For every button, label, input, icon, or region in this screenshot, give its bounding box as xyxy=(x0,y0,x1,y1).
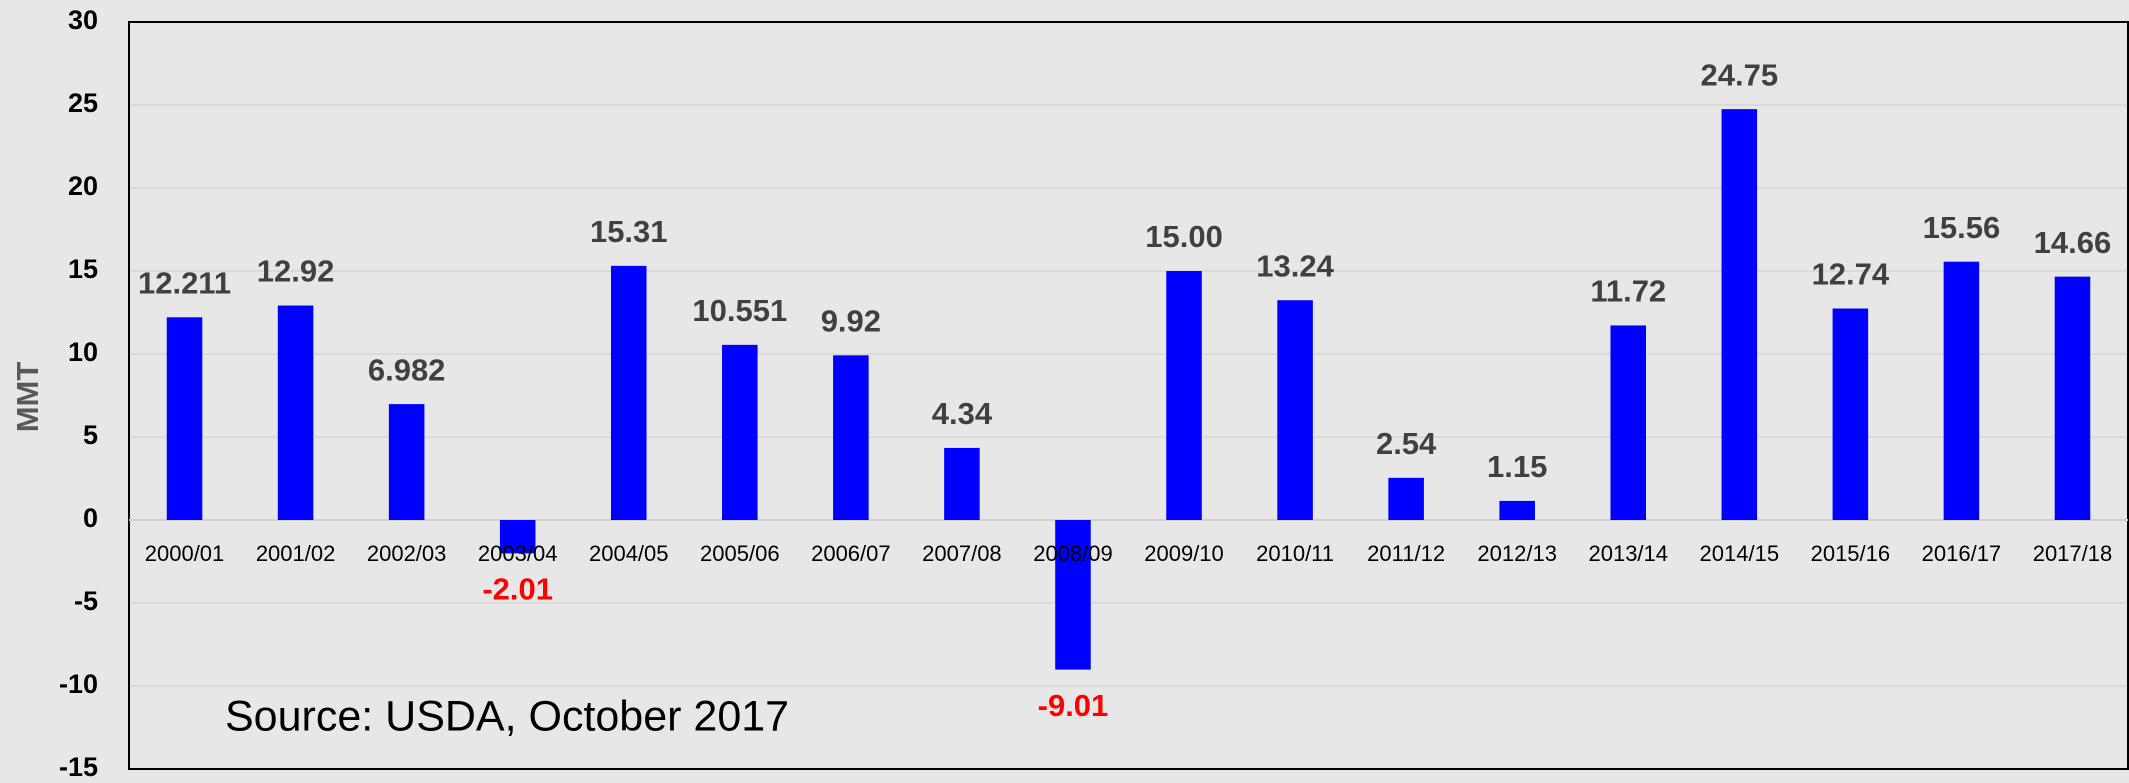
bar xyxy=(1610,325,1647,520)
y-tick-label: 30 xyxy=(68,5,98,35)
y-tick-label: 15 xyxy=(68,254,98,284)
x-tick-label: 2013/14 xyxy=(1588,541,1668,566)
value-label: 9.92 xyxy=(821,304,881,339)
y-tick-label: -15 xyxy=(59,752,98,782)
value-label: 11.72 xyxy=(1590,274,1666,309)
value-label: 12.92 xyxy=(257,254,335,289)
x-tick-label: 2008/09 xyxy=(1033,541,1113,566)
value-label: -9.01 xyxy=(1038,688,1109,723)
y-axis-label: MMT xyxy=(10,362,45,433)
x-tick-label: 2016/17 xyxy=(1922,541,2002,566)
y-tick-label: 10 xyxy=(68,337,98,367)
y-tick-label: 5 xyxy=(83,420,98,450)
value-label: 13.24 xyxy=(1256,248,1334,283)
x-tick-label: 2006/07 xyxy=(811,541,891,566)
bar xyxy=(1499,500,1535,520)
bar xyxy=(1832,308,1869,520)
bar xyxy=(944,447,980,520)
bar xyxy=(166,317,203,520)
value-label: 4.34 xyxy=(932,396,993,431)
x-tick-label: 2005/06 xyxy=(700,541,780,566)
annotation: Source: USDA, October 2017 xyxy=(225,692,789,740)
bar xyxy=(1055,520,1091,670)
value-label: 12.74 xyxy=(1812,257,1890,292)
bar xyxy=(499,520,536,554)
x-tick-label: 2010/11 xyxy=(1256,541,1334,566)
bar xyxy=(1721,109,1758,521)
value-label: 15.56 xyxy=(1923,210,2001,245)
value-label: 6.982 xyxy=(368,352,446,387)
x-tick-label: 2011/12 xyxy=(1367,541,1445,566)
x-tick-label: 2000/01 xyxy=(145,541,225,566)
y-tick-label: 0 xyxy=(83,503,98,533)
y-tick-label: 20 xyxy=(68,171,98,201)
x-tick-label: 2017/18 xyxy=(2033,541,2113,566)
x-tick-label: 2015/16 xyxy=(1811,541,1891,566)
value-label: 14.66 xyxy=(2034,225,2112,260)
y-tick-label: 25 xyxy=(68,88,98,118)
x-tick-label: 2012/13 xyxy=(1477,541,1557,566)
bar xyxy=(1943,261,1980,520)
bar xyxy=(1166,271,1202,520)
x-tick-label: 2003/04 xyxy=(478,541,558,566)
bar xyxy=(277,305,314,520)
bar xyxy=(388,404,425,520)
bar xyxy=(833,355,869,520)
x-tick-label: 2014/15 xyxy=(1700,541,1780,566)
value-label: 1.15 xyxy=(1487,449,1547,484)
x-tick-label: 2002/03 xyxy=(367,541,447,566)
value-label: 2.54 xyxy=(1376,426,1437,461)
value-label: 15.31 xyxy=(590,214,668,249)
value-label: -2.01 xyxy=(482,572,553,607)
x-tick-label: 2007/08 xyxy=(922,541,1002,566)
plot-frame xyxy=(128,21,2129,770)
bar xyxy=(1277,300,1313,520)
value-label: 15.00 xyxy=(1145,219,1223,254)
x-tick-label: 2009/10 xyxy=(1144,541,1224,566)
bar xyxy=(2054,276,2091,520)
value-label: 10.551 xyxy=(692,293,787,328)
x-tick-label: 2001/02 xyxy=(256,541,336,566)
bar xyxy=(610,265,647,520)
value-label: 12.211 xyxy=(138,265,231,300)
y-tick-label: -5 xyxy=(74,586,98,616)
value-label: 24.75 xyxy=(1701,57,1779,92)
bar xyxy=(722,344,758,520)
x-tick-label: 2004/05 xyxy=(589,541,669,566)
y-tick-label: -10 xyxy=(59,669,98,699)
bar xyxy=(1388,477,1424,520)
